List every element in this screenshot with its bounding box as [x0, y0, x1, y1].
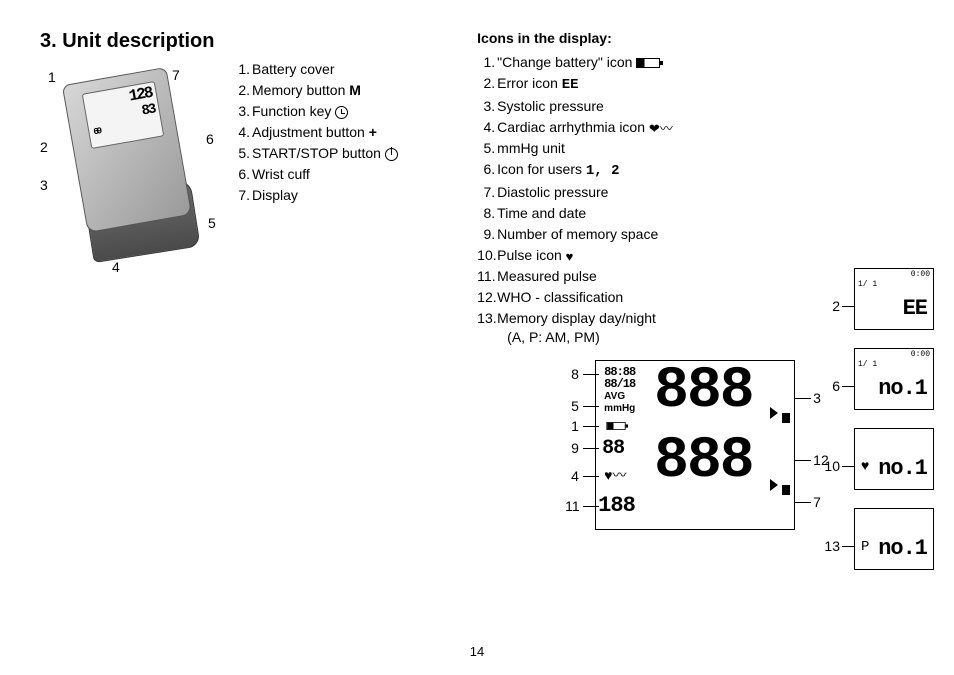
section-heading: 3. Unit description — [40, 30, 447, 53]
diagram-label: 3 — [813, 390, 821, 406]
power-icon — [385, 148, 398, 161]
icons-item: 7.Diastolic pressure — [477, 182, 934, 203]
left-column: 3. Unit description 128 83 69 1 7 2 6 3 … — [40, 30, 447, 610]
mini-panel-label: 6 — [832, 378, 840, 394]
diagram-label: 4 — [571, 468, 579, 484]
parts-item: 1.Battery cover — [232, 59, 398, 80]
page-number: 14 — [470, 644, 484, 659]
diagram-label: 7 — [813, 494, 821, 510]
diagram-label: 1 — [571, 418, 579, 434]
icons-item: 1."Change battery" icon — [477, 52, 934, 73]
clock-icon — [335, 106, 348, 119]
icons-item: 3.Systolic pressure — [477, 96, 934, 117]
icons-item: 2.Error icon EE — [477, 73, 934, 96]
mini-display-panel: 0:001/ 1no.1 — [854, 348, 934, 410]
icons-footnote: (A, P: AM, PM) — [477, 329, 934, 345]
icons-item: 10.Pulse icon ♥ — [477, 245, 934, 266]
mini-panel-label: 10 — [824, 458, 840, 474]
right-column: Icons in the display: 1."Change battery"… — [477, 30, 934, 610]
mini-panel-label: 2 — [832, 298, 840, 314]
mini-icon: ♥ — [861, 459, 869, 475]
diagram-label: 11 — [565, 498, 580, 514]
battery-icon — [636, 58, 660, 68]
icons-heading: Icons in the display: — [477, 30, 934, 46]
parts-item: 6.Wrist cuff — [232, 164, 398, 185]
icons-item: 5.mmHg unit — [477, 138, 934, 159]
parts-item: 5.START/STOP button — [232, 143, 398, 164]
parts-item: 3.Function key — [232, 101, 398, 122]
callout-5: 5 — [208, 215, 216, 231]
display-diagram: 88:88 88/18 AVG mmHg 888 88 ♥〰 888 188 — [595, 360, 795, 530]
parts-item: 4.Adjustment button + — [232, 122, 398, 143]
parts-item: 7.Display — [232, 185, 398, 206]
mini-icon: P — [861, 539, 869, 555]
heart-icon: ♥ — [566, 247, 574, 267]
parts-item: 2.Memory button M — [232, 80, 398, 101]
mini-display-panel: 0:001/ 1EE — [854, 268, 934, 330]
icons-item: 4.Cardiac arrhythmia icon ❤︎〰 — [477, 117, 934, 138]
diagram-label: 8 — [571, 366, 579, 382]
icons-item: 8.Time and date — [477, 203, 934, 224]
mini-panel-label: 13 — [824, 538, 840, 554]
icons-item: 6.Icon for users 1, 2 — [477, 159, 934, 182]
icons-item: 9.Number of memory space — [477, 224, 934, 245]
callout-1: 1 — [48, 69, 56, 85]
battery-icon — [607, 422, 626, 430]
diagram-label: 5 — [571, 398, 579, 414]
callout-7: 7 — [172, 67, 180, 83]
callout-3: 3 — [40, 177, 48, 193]
callout-2: 2 — [40, 139, 48, 155]
mini-display-panel: Pno.1 — [854, 508, 934, 570]
callout-6: 6 — [206, 131, 214, 147]
heart-icon: ♥〰 — [604, 465, 626, 485]
arrhythmia-icon: ❤︎〰 — [649, 119, 673, 139]
diagram-label: 9 — [571, 440, 579, 456]
mini-display-panel: ♥no.1 — [854, 428, 934, 490]
parts-list: 1.Battery cover 2.Memory button M 3.Func… — [232, 59, 398, 269]
callout-4: 4 — [112, 259, 120, 275]
device-figure: 128 83 69 1 7 2 6 3 5 4 — [40, 59, 214, 269]
